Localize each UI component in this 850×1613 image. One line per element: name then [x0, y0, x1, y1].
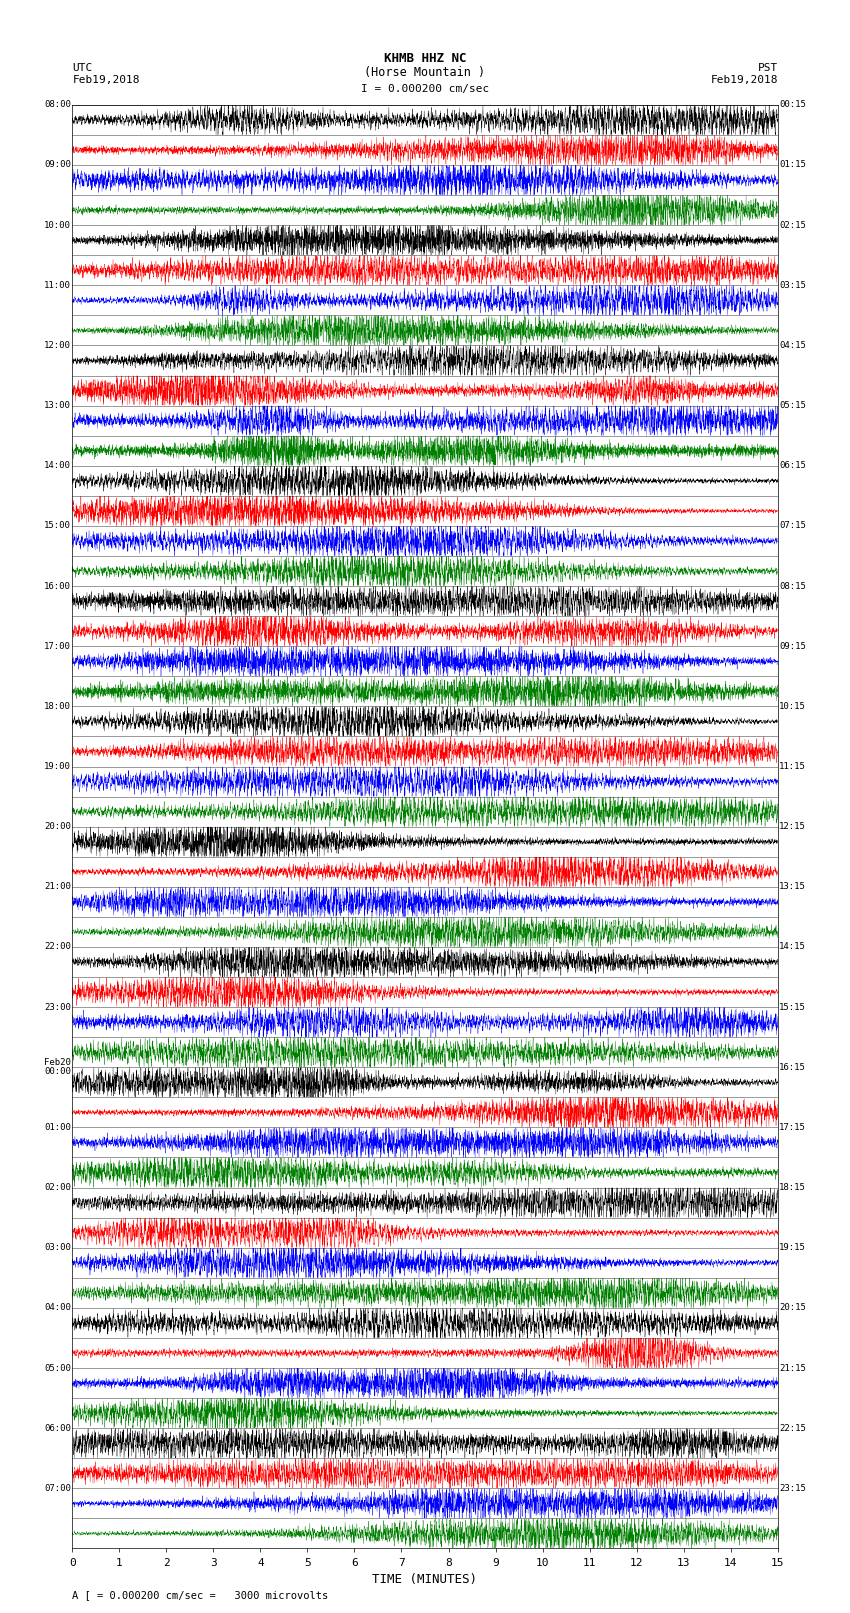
Text: 05:15: 05:15 — [779, 402, 806, 410]
Text: 02:00: 02:00 — [44, 1182, 71, 1192]
Text: 20:15: 20:15 — [779, 1303, 806, 1313]
Text: 04:00: 04:00 — [44, 1303, 71, 1313]
Text: 17:00: 17:00 — [44, 642, 71, 650]
Text: 11:15: 11:15 — [779, 761, 806, 771]
Text: 10:00: 10:00 — [44, 221, 71, 229]
Text: 08:15: 08:15 — [779, 582, 806, 590]
Text: 18:00: 18:00 — [44, 702, 71, 711]
Text: 06:00: 06:00 — [44, 1424, 71, 1432]
Text: 15:00: 15:00 — [44, 521, 71, 531]
Text: 17:15: 17:15 — [779, 1123, 806, 1132]
Text: 03:15: 03:15 — [779, 281, 806, 290]
Text: 11:00: 11:00 — [44, 281, 71, 290]
Text: 07:00: 07:00 — [44, 1484, 71, 1492]
Text: 10:15: 10:15 — [779, 702, 806, 711]
Text: 12:15: 12:15 — [779, 823, 806, 831]
Text: 19:15: 19:15 — [779, 1244, 806, 1252]
Text: 05:00: 05:00 — [44, 1363, 71, 1373]
Text: 02:15: 02:15 — [779, 221, 806, 229]
Text: 06:15: 06:15 — [779, 461, 806, 471]
Text: 23:00: 23:00 — [44, 1003, 71, 1011]
Text: Feb19,2018: Feb19,2018 — [72, 76, 139, 85]
Text: 16:00: 16:00 — [44, 582, 71, 590]
Text: I = 0.000200 cm/sec: I = 0.000200 cm/sec — [361, 84, 489, 94]
X-axis label: TIME (MINUTES): TIME (MINUTES) — [372, 1573, 478, 1586]
Text: 15:15: 15:15 — [779, 1003, 806, 1011]
Text: PST: PST — [757, 63, 778, 73]
Text: 22:00: 22:00 — [44, 942, 71, 952]
Text: 00:15: 00:15 — [779, 100, 806, 110]
Text: 09:00: 09:00 — [44, 161, 71, 169]
Text: Feb20
00:00: Feb20 00:00 — [44, 1058, 71, 1076]
Text: KHMB HHZ NC: KHMB HHZ NC — [383, 52, 467, 65]
Text: (Horse Mountain ): (Horse Mountain ) — [365, 66, 485, 79]
Text: 09:15: 09:15 — [779, 642, 806, 650]
Text: 14:15: 14:15 — [779, 942, 806, 952]
Text: 18:15: 18:15 — [779, 1182, 806, 1192]
Text: 22:15: 22:15 — [779, 1424, 806, 1432]
Text: 08:00: 08:00 — [44, 100, 71, 110]
Text: 19:00: 19:00 — [44, 761, 71, 771]
Text: 13:00: 13:00 — [44, 402, 71, 410]
Text: 13:15: 13:15 — [779, 882, 806, 892]
Text: 07:15: 07:15 — [779, 521, 806, 531]
Text: UTC: UTC — [72, 63, 93, 73]
Text: A [ = 0.000200 cm/sec =   3000 microvolts: A [ = 0.000200 cm/sec = 3000 microvolts — [72, 1590, 328, 1600]
Text: 01:15: 01:15 — [779, 161, 806, 169]
Text: 03:00: 03:00 — [44, 1244, 71, 1252]
Text: 04:15: 04:15 — [779, 340, 806, 350]
Text: 12:00: 12:00 — [44, 340, 71, 350]
Text: 14:00: 14:00 — [44, 461, 71, 471]
Text: 01:00: 01:00 — [44, 1123, 71, 1132]
Text: 20:00: 20:00 — [44, 823, 71, 831]
Text: 16:15: 16:15 — [779, 1063, 806, 1071]
Text: Feb19,2018: Feb19,2018 — [711, 76, 778, 85]
Text: 21:15: 21:15 — [779, 1363, 806, 1373]
Text: 23:15: 23:15 — [779, 1484, 806, 1492]
Text: 21:00: 21:00 — [44, 882, 71, 892]
